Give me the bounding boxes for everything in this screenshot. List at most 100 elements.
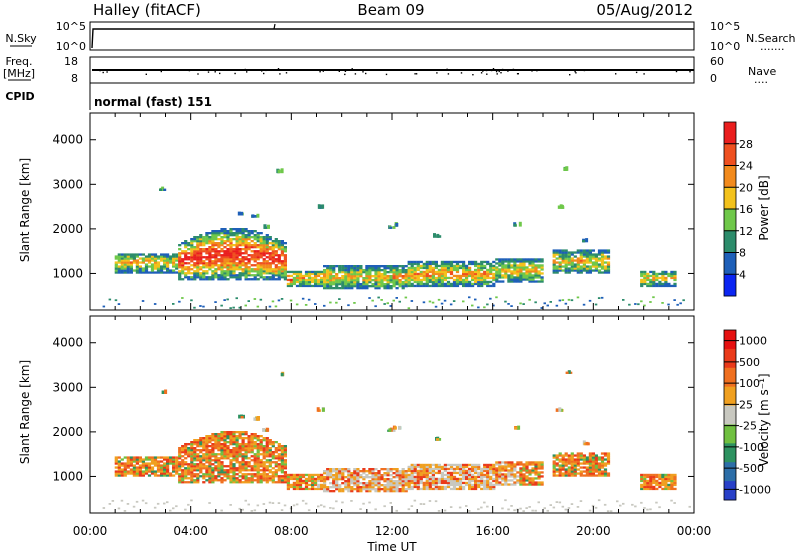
power-cell bbox=[181, 278, 185, 281]
power-cell bbox=[576, 269, 580, 272]
velocity-cell bbox=[166, 456, 170, 459]
power-cell bbox=[144, 265, 149, 268]
velocity-cell bbox=[465, 475, 469, 479]
velocity-cell bbox=[259, 479, 263, 482]
nave-point bbox=[434, 69, 437, 71]
power-cell bbox=[492, 266, 496, 270]
power-cell bbox=[507, 276, 511, 279]
velocity-cell bbox=[164, 389, 168, 394]
velocity-cell bbox=[283, 471, 287, 474]
velocity-cell bbox=[265, 437, 269, 440]
velocity-cell bbox=[202, 439, 206, 442]
power-cell bbox=[238, 232, 242, 235]
velocity-cell bbox=[386, 472, 390, 475]
velocity-cell bbox=[510, 469, 514, 472]
velocity-cell bbox=[208, 463, 212, 466]
power-cell bbox=[682, 299, 685, 302]
power-cell bbox=[446, 284, 451, 288]
velocity-cell bbox=[413, 481, 417, 485]
power-cell bbox=[428, 300, 432, 303]
power-cell bbox=[398, 285, 402, 288]
velocity-cell bbox=[643, 507, 646, 509]
velocity-cell bbox=[229, 443, 233, 446]
velocity-cell bbox=[271, 479, 275, 482]
power-cell bbox=[489, 284, 493, 288]
velocity-cell bbox=[205, 461, 209, 464]
power-cell bbox=[265, 242, 269, 245]
power-cell bbox=[347, 273, 351, 276]
power-cell bbox=[588, 249, 592, 252]
velocity-cell bbox=[350, 500, 353, 502]
velocity-cell bbox=[335, 470, 339, 473]
velocity-cell bbox=[534, 463, 538, 466]
power-cell bbox=[253, 246, 257, 249]
velocity-cell bbox=[238, 445, 242, 448]
velocity-cell bbox=[356, 470, 360, 473]
power-cell bbox=[265, 266, 269, 269]
power-cell bbox=[241, 264, 245, 267]
power-cell bbox=[398, 283, 402, 286]
power-cell bbox=[356, 279, 360, 282]
power-cell bbox=[268, 236, 272, 239]
velocity-cell bbox=[280, 457, 284, 460]
velocity-cell bbox=[552, 454, 556, 457]
velocity-cell bbox=[594, 470, 598, 473]
velocity-cell bbox=[199, 469, 203, 472]
velocity-cell bbox=[567, 370, 571, 374]
power-cell bbox=[205, 270, 209, 273]
power-cell bbox=[253, 252, 257, 255]
velocity-cell bbox=[286, 473, 290, 477]
power-cell bbox=[247, 260, 251, 263]
nave-point bbox=[344, 73, 346, 76]
power-cell bbox=[223, 262, 227, 265]
power-cell bbox=[474, 274, 478, 278]
power-cell bbox=[492, 304, 495, 307]
power-cell bbox=[232, 248, 236, 251]
velocity-cell bbox=[250, 449, 254, 452]
power-cell bbox=[507, 258, 511, 261]
velocity-cell bbox=[277, 465, 281, 468]
velocity-cell bbox=[178, 465, 182, 468]
power-cell bbox=[368, 273, 372, 276]
power-cell bbox=[217, 268, 221, 271]
velocity-cell bbox=[552, 466, 556, 469]
velocity-cell bbox=[555, 501, 559, 503]
velocity-cell bbox=[214, 447, 218, 450]
power-cell bbox=[555, 249, 559, 252]
power-cell bbox=[640, 272, 644, 276]
power-cell bbox=[150, 271, 155, 274]
power-cell bbox=[477, 284, 481, 288]
velocity-cell bbox=[446, 473, 451, 477]
velocity-cell bbox=[178, 467, 182, 470]
power-cell bbox=[561, 261, 565, 264]
velocity-cell bbox=[226, 451, 230, 454]
velocity-cell bbox=[241, 473, 245, 476]
power-cell bbox=[247, 246, 251, 249]
velocity-cell bbox=[265, 441, 269, 444]
velocity-cell bbox=[410, 485, 414, 489]
power-cell bbox=[320, 278, 324, 282]
velocity-cell bbox=[380, 468, 384, 471]
velocity-cell bbox=[223, 445, 227, 448]
power-cell bbox=[277, 244, 281, 247]
velocity-cell bbox=[262, 428, 266, 432]
power-cell bbox=[208, 276, 212, 279]
power-cell bbox=[504, 272, 508, 275]
velocity-cell bbox=[597, 499, 601, 502]
velocity-cell bbox=[262, 445, 266, 448]
velocity-cell bbox=[238, 433, 242, 436]
power-cell bbox=[268, 268, 272, 271]
power-cell bbox=[341, 265, 345, 268]
power-cell bbox=[250, 244, 254, 247]
velocity-cell bbox=[603, 458, 608, 461]
velocity-cell bbox=[356, 484, 360, 487]
velocity-cell bbox=[166, 474, 170, 477]
power-cell bbox=[317, 274, 321, 278]
power-cell bbox=[455, 284, 460, 288]
velocity-cell bbox=[129, 460, 133, 463]
velocity-cell bbox=[238, 414, 242, 419]
velocity-cell bbox=[407, 481, 411, 485]
power-cell bbox=[283, 258, 287, 261]
power-cell bbox=[181, 272, 185, 275]
velocity-cell bbox=[449, 481, 454, 485]
